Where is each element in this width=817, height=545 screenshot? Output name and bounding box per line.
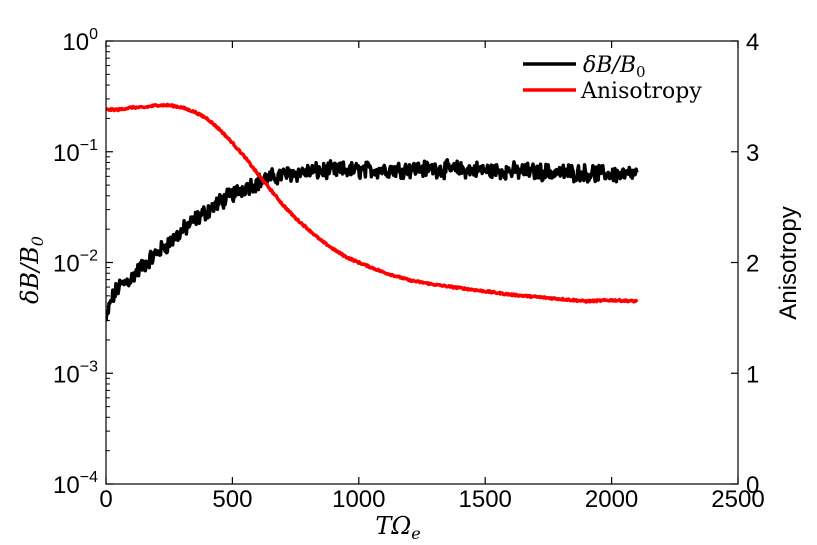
- x-tick-label: 1500: [459, 486, 512, 513]
- legend-label-deltab: δB/B0: [583, 53, 646, 81]
- y-axis-right-title: Anisotropy: [775, 206, 802, 319]
- y-left-tick-label: 10−2: [53, 248, 98, 278]
- legend-label-anisotropy: Anisotropy: [580, 79, 702, 104]
- y-axis-left-title-main: δB/B: [16, 246, 44, 304]
- series-line-anisotropy: [106, 102, 639, 304]
- x-axis-title: TΩe: [375, 512, 420, 543]
- y-left-tick-label: 10−4: [53, 469, 98, 499]
- y-left-tick-label: 100: [62, 26, 98, 56]
- y-right-tick-label: 3: [746, 140, 759, 167]
- y-right-tick-label: 2: [746, 251, 759, 278]
- x-tick-label: 1000: [332, 486, 385, 513]
- legend: δB/B0 Anisotropy: [523, 53, 702, 104]
- legend-label-deltab-sub: 0: [636, 63, 646, 81]
- ticks-layer: 0 500 1000 1500 2000 250010010−110−210−310−44…: [53, 26, 765, 513]
- y-left-tick-label: 10−1: [53, 137, 98, 167]
- x-axis-title-main: TΩ: [375, 512, 411, 540]
- x-tick-label: 0: [99, 486, 112, 513]
- y-right-tick-label: 4: [746, 29, 759, 56]
- series-line-deltab: [106, 158, 639, 322]
- y-right-tick-label: 1: [746, 361, 759, 388]
- y-axis-left-title: δB/B0: [16, 236, 47, 304]
- x-axis-title-sub: e: [411, 524, 420, 543]
- y-axis-left-title-sub: 0: [28, 236, 47, 246]
- legend-label-deltab-main: δB/B: [583, 53, 636, 78]
- x-tick-label: 2000: [585, 486, 638, 513]
- x-tick-label: 500: [212, 486, 252, 513]
- series-layer: [106, 102, 639, 322]
- y-left-tick-label: 10−3: [53, 358, 98, 388]
- y-right-tick-label: 0: [746, 472, 759, 499]
- x-tick-label: 2500: [711, 486, 764, 513]
